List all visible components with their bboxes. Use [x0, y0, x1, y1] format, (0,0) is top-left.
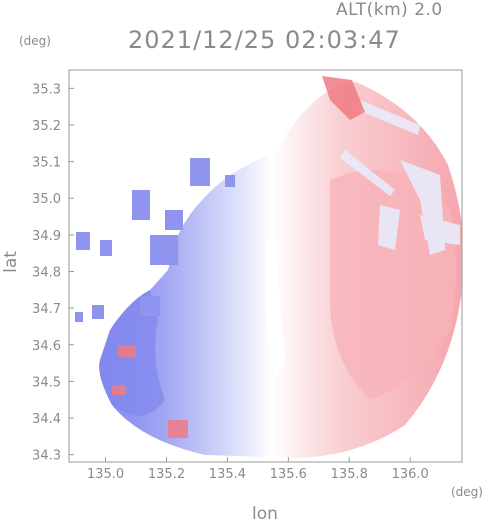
y-tick-label: 34.3: [32, 449, 61, 464]
y-tick-label: 34.7: [32, 302, 61, 317]
y-unit-label: (deg): [19, 34, 51, 48]
x-axis-label: lon: [252, 504, 278, 524]
timestamp-title: 2021/12/25 02:03:47: [128, 26, 401, 54]
western-echo-cells: [75, 158, 235, 322]
x-unit-label: (deg): [451, 485, 483, 499]
y-axis-ticks: 35.3 35.2 35.1 35.0 34.9 34.8 34.7 34.6 34.5 34.4…: [32, 82, 74, 464]
x-tick-label: 135.4: [209, 467, 246, 482]
y-tick-label: 34.8: [32, 265, 61, 280]
y-tick-label: 35.3: [32, 82, 61, 97]
y-tick-label: 34.5: [32, 375, 61, 390]
x-axis-ticks: 135.0 135.2 135.4 135.6 135.8 136.0: [87, 457, 429, 482]
y-tick-label: 35.1: [32, 156, 61, 171]
x-tick-label: 135.6: [270, 467, 307, 482]
y-tick-label: 35.0: [32, 192, 61, 207]
x-tick-label: 135.0: [87, 467, 124, 482]
altitude-label: ALT(km) 2.0: [336, 0, 443, 20]
gap-region: [265, 240, 285, 380]
red-patches: [112, 76, 365, 438]
plot-frame: [68, 69, 463, 463]
x-tick-label: 136.0: [392, 467, 429, 482]
clutter-streaks: [340, 100, 460, 255]
x-tick-label: 135.8: [331, 467, 368, 482]
x-tick-label: 135.2: [148, 467, 185, 482]
radar-echo-field: [75, 76, 462, 458]
y-tick-label: 34.4: [32, 412, 61, 427]
y-tick-label: 35.2: [32, 119, 61, 134]
y-tick-label: 34.9: [32, 229, 61, 244]
y-tick-label: 34.6: [32, 339, 61, 354]
